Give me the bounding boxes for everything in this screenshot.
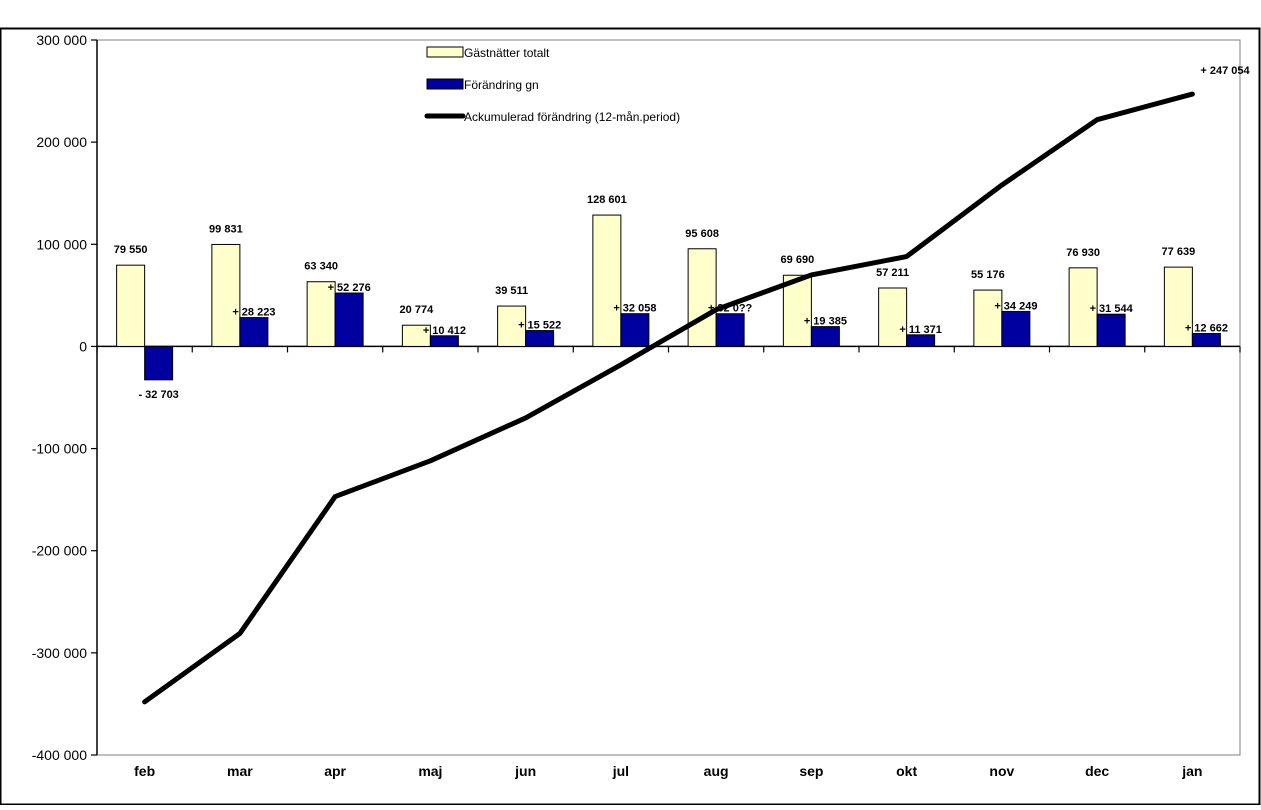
bar-change-label: + 12 662 xyxy=(1185,322,1228,334)
bar-change xyxy=(1001,310,1031,347)
bar-change xyxy=(1096,313,1126,347)
data-labels-group: 79 550 - 32 703 99 831 + 28 223 63 340 + 52 2… xyxy=(114,65,1251,401)
bar-total xyxy=(116,264,146,347)
bar-change-label: - 32 703 xyxy=(138,389,178,401)
x-tick-label: maj xyxy=(418,763,442,779)
bar-total xyxy=(211,243,241,347)
bar-total xyxy=(1068,267,1098,347)
bar-change xyxy=(906,334,936,347)
bar-total xyxy=(497,305,527,347)
plot-area xyxy=(96,39,1241,756)
legend-label-line: Ackumulerad förändring (12-mån.period) xyxy=(464,110,680,124)
bar-change xyxy=(810,326,840,347)
x-tick-label: aug xyxy=(704,763,729,779)
bar-change-label: + 28 223 xyxy=(232,307,275,319)
x-tick-label: nov xyxy=(989,763,1014,779)
legend-swatch-change xyxy=(426,78,464,90)
header-band xyxy=(0,0,1261,28)
bar-change xyxy=(620,313,650,347)
bar-total xyxy=(973,289,1003,347)
legend-label-total: Gästnätter totalt xyxy=(464,46,550,60)
bar-total xyxy=(1163,266,1193,347)
x-tick-label: mar xyxy=(227,763,253,779)
y-tick-label: -100 000 xyxy=(32,441,87,457)
line-end-label: + 247 054 xyxy=(1200,65,1250,77)
x-tick-label: okt xyxy=(896,763,917,779)
bar-change-label: + 15 522 xyxy=(518,320,561,332)
bar-total-label: 39 511 xyxy=(495,285,528,297)
legend-swatch-total xyxy=(426,46,464,58)
bar-total-label: 63 340 xyxy=(304,261,338,273)
bar-total-label: 79 550 xyxy=(114,244,148,256)
legend: Gästnätter totalt Förändring gn Ackumulera… xyxy=(424,46,680,124)
bar-change-label: + 52 276 xyxy=(328,282,371,294)
accumulated-line xyxy=(142,91,1195,705)
bar-total-label: 76 930 xyxy=(1066,247,1100,259)
y-tick-label: 0 xyxy=(79,338,87,354)
bar-change-label: + 34 249 xyxy=(994,300,1037,312)
y-tick-label: 300 000 xyxy=(36,32,87,48)
y-tick-label: -200 000 xyxy=(32,543,87,559)
bar-total-label: 77 639 xyxy=(1162,246,1196,258)
y-tick-label: -300 000 xyxy=(32,645,87,661)
bar-total-label: 95 608 xyxy=(685,228,719,240)
bar-change xyxy=(715,313,745,347)
bar-change-label: + 10 412 xyxy=(423,325,466,337)
bar-change xyxy=(144,345,174,381)
bars-group xyxy=(116,214,1221,381)
x-tick-label: jan xyxy=(1181,763,1202,779)
axes-group: 300 000 200 000 100 000 0 -100 000 -200 000 -3… xyxy=(32,32,1241,779)
x-tick-label: jun xyxy=(514,763,536,779)
bar-change-label: + 11 371 xyxy=(899,324,942,336)
bar-total-label: 20 774 xyxy=(400,304,435,316)
bar-change xyxy=(429,335,459,347)
bar-total xyxy=(306,281,336,347)
bar-change-label: + 31 544 xyxy=(1090,303,1134,315)
bar-total-label: 99 831 xyxy=(209,223,243,235)
bar-change xyxy=(1191,332,1221,347)
x-tick-label: sep xyxy=(799,763,823,779)
bar-total xyxy=(592,214,622,347)
x-tick-label: apr xyxy=(324,763,346,779)
bar-total-label: 55 176 xyxy=(971,269,1005,281)
y-tick-label: 200 000 xyxy=(36,134,87,150)
bar-change-label: + 32 0?? xyxy=(708,303,753,315)
bar-change-label: + 32 058 xyxy=(613,303,656,315)
bar-change xyxy=(239,317,269,347)
y-tick-label: -400 000 xyxy=(32,747,87,763)
bar-change xyxy=(525,330,555,347)
x-tick-label: feb xyxy=(134,763,155,779)
bar-change xyxy=(334,292,364,347)
bar-total-label: 128 601 xyxy=(587,194,627,206)
bar-total xyxy=(687,248,717,347)
bar-total xyxy=(782,274,812,347)
bar-total-label: 69 690 xyxy=(781,254,815,266)
x-tick-label: dec xyxy=(1085,763,1109,779)
bar-total xyxy=(878,287,908,347)
x-tick-label: jul xyxy=(612,763,629,779)
y-tick-label: 100 000 xyxy=(36,236,87,252)
bar-total-label: 57 211 xyxy=(876,267,909,279)
bar-change-label: + 19 385 xyxy=(804,316,847,328)
line-group xyxy=(142,91,1195,705)
legend-label-change: Förändring gn xyxy=(464,78,539,92)
